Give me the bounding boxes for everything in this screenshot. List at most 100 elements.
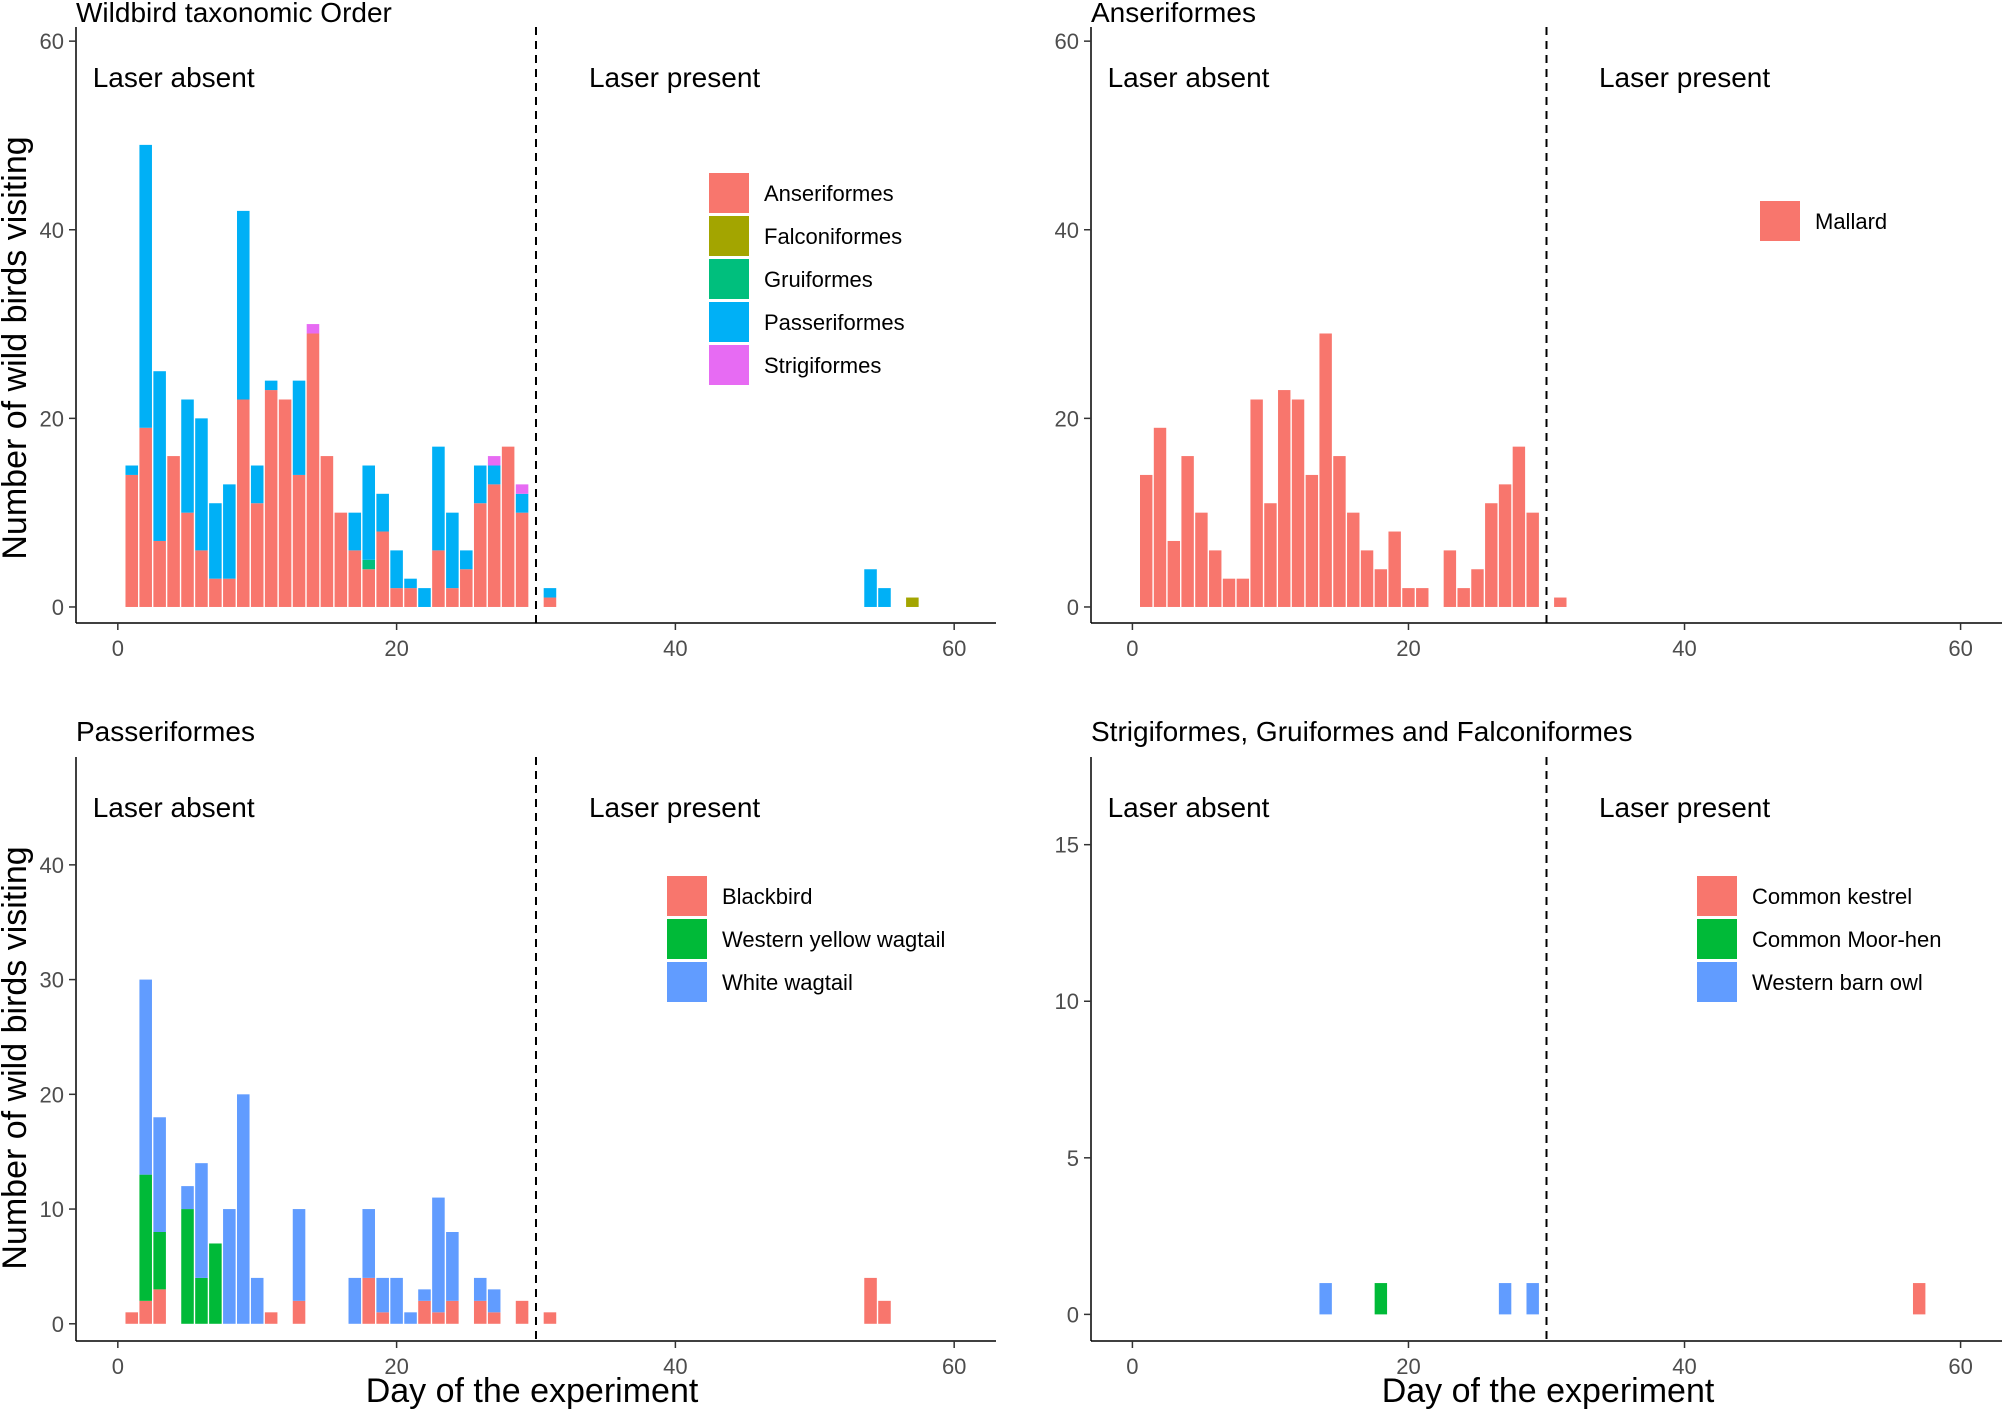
bar-passeriformes-day-19 [376, 493, 389, 532]
bar-white-wagtail-day-23 [432, 1197, 445, 1313]
bar-anseriformes-day-24 [446, 588, 459, 607]
x-axis-label-left: Day of the experiment [366, 1372, 699, 1410]
bar-passeriformes-day-6 [195, 418, 208, 551]
bar-white-wagtail-day-20 [390, 1277, 403, 1324]
bar-mallard-day-8 [1236, 578, 1250, 607]
bar-white-wagtail-day-5 [181, 1186, 194, 1210]
bar-blackbird-day-11 [264, 1312, 278, 1324]
y-tick-label: 60 [1055, 29, 1079, 54]
panel-3: Passeriformes Laser absent Laser present 0 1… [40, 716, 996, 1379]
bar-passeriformes-day-55 [878, 588, 891, 607]
bar-blackbird-day-55 [878, 1300, 891, 1324]
bar-mallard-day-12 [1291, 399, 1305, 607]
y-axis-label-top: Number of wild birds visiting [0, 136, 34, 559]
legend-key [1760, 201, 1800, 241]
bar-white-wagtail-day-10 [250, 1277, 264, 1324]
bar-anseriformes-day-7 [209, 578, 222, 607]
bar-anseriformes-day-4 [167, 456, 180, 607]
y-tick-label: 15 [1055, 833, 1079, 858]
bar-white-wagtail-day-22 [418, 1289, 431, 1301]
x-tick-label: 60 [942, 1354, 966, 1379]
y-tick-label: 20 [40, 406, 64, 431]
legend-key [1697, 962, 1737, 1002]
x-tick-label: 60 [1948, 1354, 1972, 1379]
x-tick-label: 20 [384, 636, 408, 661]
bar-mallard-day-11 [1278, 390, 1291, 607]
y-tick-label: 40 [40, 218, 64, 243]
bar-mallard-day-28 [1512, 446, 1526, 607]
legend-label: Falconiformes [764, 224, 902, 249]
bar-anseriformes-day-14 [306, 333, 320, 607]
y-tick-label: 20 [40, 1082, 64, 1107]
bar-anseriformes-day-25 [460, 569, 473, 607]
x-tick-label: 40 [663, 636, 687, 661]
bar-passeriformes-day-27 [487, 465, 501, 485]
bar-mallard-day-18 [1374, 569, 1388, 607]
bar-passeriformes-day-5 [181, 399, 194, 513]
bar-anseriformes-day-17 [348, 550, 362, 607]
y-tick-label: 0 [1067, 595, 1079, 620]
bar-anseriformes-day-13 [292, 474, 306, 607]
bar-passeriformes-day-25 [460, 550, 473, 570]
bar-blackbird-day-22 [418, 1300, 431, 1324]
bar-gruiformes-day-18 [362, 559, 375, 570]
x-tick-label: 60 [942, 636, 966, 661]
x-tick-label: 0 [112, 636, 124, 661]
zone-label-laser-absent: Laser absent [1108, 792, 1270, 823]
zone-label-laser-absent: Laser absent [1108, 62, 1270, 93]
bar-white-wagtail-day-2 [139, 979, 152, 1175]
bar-anseriformes-day-3 [153, 540, 166, 607]
legend-key [709, 173, 749, 213]
bar-white-wagtail-day-3 [153, 1117, 166, 1232]
bar-falconiformes-day-57 [906, 597, 919, 607]
bar-western-barn-owl-day-14 [1319, 1283, 1332, 1315]
bar-mallard-day-3 [1167, 540, 1181, 607]
bar-white-wagtail-day-6 [195, 1163, 208, 1278]
y-tick-label: 0 [1067, 1302, 1079, 1327]
bar-passeriformes-day-17 [348, 512, 362, 551]
y-tick-label: 40 [40, 853, 64, 878]
legend-label: Passeriformes [764, 310, 905, 335]
bar-mallard-day-6 [1209, 550, 1222, 607]
x-tick-label: 60 [1948, 636, 1972, 661]
legend-label: Gruiformes [764, 267, 873, 292]
bar-anseriformes-day-19 [376, 531, 389, 607]
legend-label: Mallard [1815, 209, 1887, 234]
bar-white-wagtail-day-24 [446, 1232, 459, 1301]
panel-2: Anseriformes Laser absent Laser present 0 20… [1055, 0, 2002, 661]
bar-western-barn-owl-day-27 [1498, 1283, 1512, 1315]
bar-mallard-day-25 [1471, 569, 1484, 607]
legend: Common kestrel Common Moor-hen Western bar… [1697, 876, 1942, 1002]
zone-label-laser-present: Laser present [589, 792, 760, 823]
bar-blackbird-day-19 [376, 1312, 389, 1324]
bar-anseriformes-day-21 [404, 588, 417, 607]
x-tick-label: 40 [1672, 636, 1696, 661]
legend-key [709, 259, 749, 299]
x-tick-label: 0 [112, 1354, 124, 1379]
x-tick-label: 20 [384, 1354, 408, 1379]
bar-western-yellow-wagtail-day-6 [195, 1277, 208, 1324]
bar-mallard-day-9 [1250, 399, 1263, 607]
legend-key [667, 962, 707, 1002]
bar-anseriformes-day-16 [334, 512, 348, 607]
bar-mallard-day-20 [1402, 588, 1415, 607]
legend-label: Common kestrel [1752, 884, 1912, 909]
bar-blackbird-day-3 [153, 1289, 166, 1324]
zone-label-laser-present: Laser present [589, 62, 760, 93]
bar-passeriformes-day-8 [223, 484, 236, 579]
panel-title: Anseriformes [1091, 0, 1256, 28]
bar-western-barn-owl-day-29 [1526, 1283, 1539, 1315]
y-tick-label: 10 [1055, 989, 1079, 1014]
bar-common-kestrel-day-57 [1912, 1283, 1926, 1315]
bar-anseriformes-day-28 [501, 446, 515, 607]
y-tick-label: 0 [52, 1312, 64, 1337]
bar-strigiformes-day-14 [306, 324, 320, 334]
legend-label: Anseriformes [764, 181, 894, 206]
bar-blackbird-day-23 [432, 1312, 445, 1324]
bar-mallard-day-13 [1305, 474, 1319, 607]
bar-strigiformes-day-27 [487, 456, 501, 466]
y-tick-label: 60 [40, 29, 64, 54]
bar-passeriformes-day-2 [139, 144, 152, 428]
panel-4: Strigiformes, Gruiformes and Falconiform… [1055, 716, 2002, 1379]
bar-mallard-day-14 [1319, 333, 1332, 607]
